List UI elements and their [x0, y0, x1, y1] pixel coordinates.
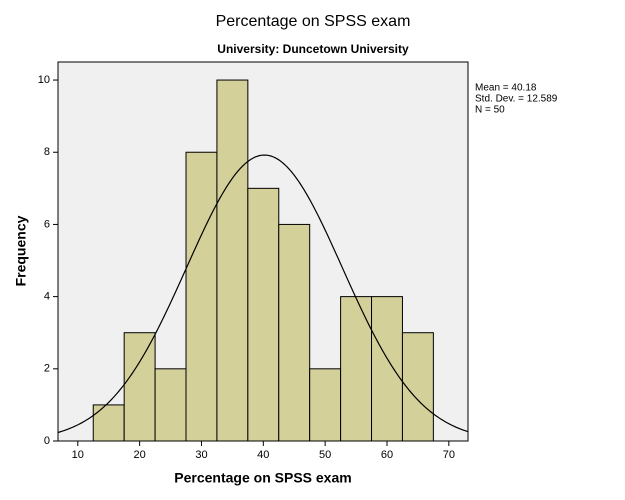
x-tick-label: 40 — [257, 449, 269, 461]
y-tick-label: 2 — [44, 363, 50, 375]
y-tick-label: 0 — [44, 435, 50, 447]
x-tick-label: 50 — [319, 449, 331, 461]
bar — [371, 296, 403, 442]
bar — [123, 332, 156, 442]
chart-title: Percentage on SPSS exam — [216, 13, 411, 30]
bar — [401, 332, 434, 442]
x-tick-label: 60 — [381, 449, 393, 461]
x-tick-label: 10 — [72, 449, 84, 461]
stat-label: N = 50 — [475, 105, 505, 116]
x-tick-label: 70 — [443, 449, 455, 461]
chart-subtitle: University: Duncetown University — [217, 42, 409, 56]
bar — [185, 151, 218, 442]
bar — [309, 368, 342, 442]
x-axis-label: Percentage on SPSS exam — [174, 470, 351, 486]
stat-label: Std. Dev. = 12.589 — [475, 94, 558, 105]
y-tick-label: 8 — [44, 146, 50, 158]
y-tick-label: 6 — [44, 218, 50, 230]
x-tick-label: 30 — [195, 449, 207, 461]
bar — [278, 223, 311, 442]
y-tick-label: 4 — [44, 291, 50, 303]
bar — [216, 79, 249, 442]
y-tick-label: 10 — [38, 74, 50, 86]
bar — [154, 368, 187, 442]
bar — [92, 404, 125, 442]
bar — [247, 187, 280, 442]
normal-curve — [57, 154, 469, 434]
y-axis-label: Frequency — [13, 215, 29, 286]
stat-label: Mean = 40.18 — [475, 83, 537, 94]
x-tick-label: 20 — [134, 449, 146, 461]
bar — [340, 296, 373, 442]
